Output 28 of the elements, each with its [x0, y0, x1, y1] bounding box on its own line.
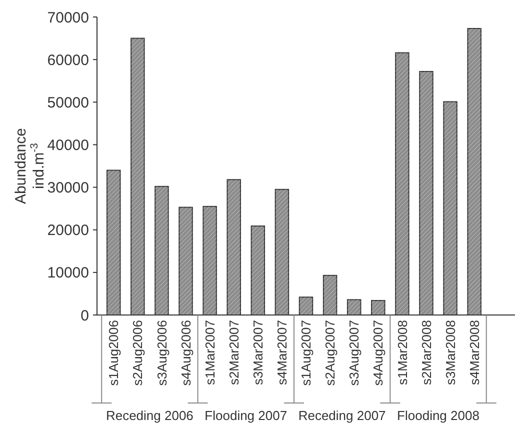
x-tick-label: s2Mar2007: [226, 320, 242, 386]
x-tick-label: s1Aug2006: [106, 320, 122, 386]
x-tick-label: s4Aug2006: [178, 320, 194, 386]
y-tick-label: 10000: [47, 264, 89, 282]
y-tick-label: 70000: [47, 9, 89, 26]
x-tick-label: s2Aug2006: [130, 320, 146, 386]
x-tick-label: s2Mar2008: [418, 320, 434, 386]
x-tick-label: s3Aug2007: [346, 320, 362, 386]
text: Flooding 2007: [204, 408, 288, 423]
x-tick-label: s1Mar2008: [394, 320, 410, 386]
y-tick-label: 20000: [47, 222, 89, 240]
x-tick-label: s3Mar2007: [250, 320, 266, 386]
text: Receding 2006: [106, 408, 194, 423]
x-tick-label: s2Aug2007: [322, 320, 338, 386]
x-tick-label: s4Mar2008: [466, 320, 482, 386]
y-tick-label: 30000: [47, 180, 89, 197]
x-tick-label: s4Aug2007: [370, 320, 386, 386]
x-tick-label: s4Mar2007: [274, 320, 290, 386]
y-tick-label: 0: [80, 307, 89, 324]
text: Receding 2007: [298, 408, 386, 423]
text: Flooding 2008: [397, 408, 480, 423]
x-tick-label: s3Mar2008: [442, 320, 458, 386]
y-tick-label: 50000: [47, 94, 89, 112]
x-tick-label: s1Mar2007: [202, 320, 218, 386]
y-tick-label: 60000: [47, 52, 89, 69]
x-tick-label: s3Aug2006: [154, 320, 170, 386]
x-tick-label: s1Aug2007: [298, 320, 314, 386]
y-tick-label: 40000: [47, 136, 89, 154]
